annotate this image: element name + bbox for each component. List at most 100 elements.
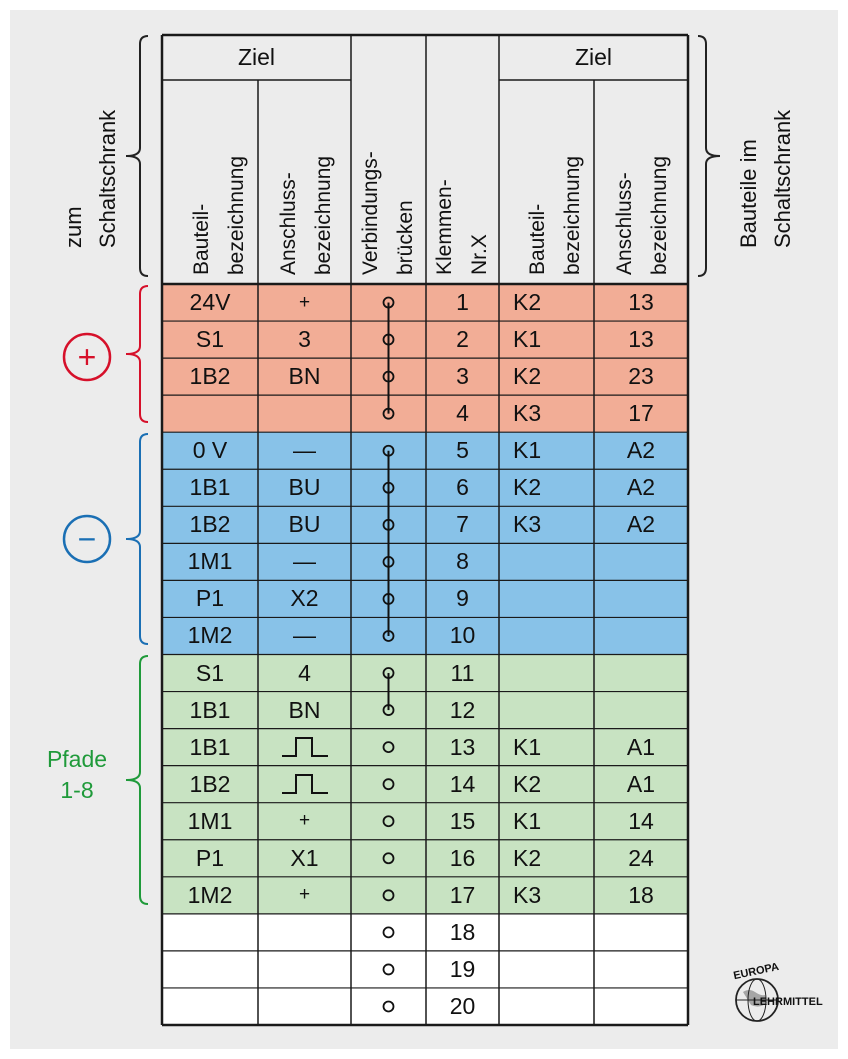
terminal-point-icon xyxy=(382,667,395,679)
part-r-cell: K1 xyxy=(513,437,542,464)
conn-cell: BU xyxy=(288,511,321,538)
table-row xyxy=(162,839,688,877)
pfade-label-line1: Pfade xyxy=(46,746,108,772)
table-row xyxy=(162,654,688,692)
brace-pfade xyxy=(125,655,149,905)
terminal-point-icon xyxy=(382,926,395,939)
terminal-cell: 9 xyxy=(456,585,469,612)
terminal-point-icon xyxy=(382,963,395,976)
terminal-cell: 4 xyxy=(456,400,469,427)
terminal-point-icon xyxy=(382,704,395,716)
terminal-table: Ziel Ziel Bauteil- bezeichnung Anschluss… xyxy=(162,35,688,1025)
pfade-label: Pfade 1-8 xyxy=(42,744,112,806)
part-cell: S1 xyxy=(195,659,225,686)
minus-symbol: − xyxy=(77,520,97,557)
table-row xyxy=(162,395,688,433)
part-cell: 1B2 xyxy=(189,511,231,538)
table-row xyxy=(162,950,688,988)
part-r-cell: K2 xyxy=(513,289,542,316)
terminal-point-icon xyxy=(382,296,395,309)
terminal-cell: 1 xyxy=(456,289,469,316)
conn-r-cell: A2 xyxy=(626,474,656,501)
terminal-cell: 7 xyxy=(456,511,469,538)
conn-r-cell: A2 xyxy=(626,511,656,538)
conn-cell: X2 xyxy=(290,585,319,612)
table-row xyxy=(162,321,688,359)
conn-r-cell: A1 xyxy=(626,733,656,760)
conn-r-cell: A2 xyxy=(626,437,656,464)
conn-cell: X1 xyxy=(290,844,319,871)
conn-r-cell: 13 xyxy=(628,326,654,353)
conn-r-cell: 24 xyxy=(628,844,654,871)
conn-cell: + xyxy=(298,884,311,906)
pulse-symbol-icon xyxy=(258,729,351,766)
part-r-cell: K2 xyxy=(513,770,542,797)
part-r-cell: K3 xyxy=(513,881,542,908)
conn-cell: — xyxy=(293,437,316,464)
table-row xyxy=(162,580,688,618)
terminal-cell: 10 xyxy=(449,622,476,649)
terminal-point-icon xyxy=(382,370,395,383)
terminal-cell: 15 xyxy=(449,807,476,834)
conn-r-cell: 14 xyxy=(628,807,654,834)
terminal-cell: 18 xyxy=(449,918,476,945)
terminal-cell: 6 xyxy=(456,474,469,501)
part-cell: 0 V xyxy=(192,437,228,464)
part-cell: 1M2 xyxy=(187,881,233,908)
part-r-cell: K2 xyxy=(513,474,542,501)
conn-r-cell: 17 xyxy=(628,400,654,427)
conn-cell: 4 xyxy=(298,659,311,686)
terminal-point-icon xyxy=(382,741,395,754)
conn-r-cell: 18 xyxy=(628,881,654,908)
terminal-cell: 2 xyxy=(456,326,469,353)
terminal-point-icon xyxy=(382,555,395,568)
conn-cell: + xyxy=(298,810,311,832)
part-cell: 24V xyxy=(189,289,231,316)
part-r-cell: K3 xyxy=(513,400,542,427)
table-row xyxy=(162,358,688,396)
part-cell: 1M1 xyxy=(187,548,233,575)
plus-circle-icon xyxy=(62,332,112,382)
terminal-cell: 20 xyxy=(449,992,476,1019)
globe-logo-icon: EUROPA LEHRMITTEL xyxy=(732,961,823,1022)
terminal-point-icon xyxy=(382,852,395,865)
terminal-point-icon xyxy=(382,518,395,531)
terminal-point-icon xyxy=(382,444,395,457)
part-r-cell: K2 xyxy=(513,844,542,871)
terminal-point-icon xyxy=(382,815,395,828)
brace-plus xyxy=(125,285,149,423)
table-row xyxy=(162,543,688,581)
table-row xyxy=(162,617,688,655)
conn-r-cell: 13 xyxy=(628,289,654,316)
part-r-cell: K2 xyxy=(513,363,542,390)
part-cell: P1 xyxy=(195,585,225,612)
conn-cell: BN xyxy=(288,363,321,390)
terminal-point-icon xyxy=(382,778,395,791)
terminal-point-icon xyxy=(382,630,395,642)
part-cell: 1M2 xyxy=(187,622,233,649)
terminal-cell: 19 xyxy=(449,955,476,982)
table-row xyxy=(162,765,688,803)
part-cell: P1 xyxy=(195,844,225,871)
terminal-cell: 16 xyxy=(449,844,476,871)
conn-cell: + xyxy=(298,291,311,313)
terminal-cell: 8 xyxy=(456,548,469,575)
table-row xyxy=(162,913,688,951)
table-row xyxy=(162,691,688,729)
table-row xyxy=(162,432,688,470)
terminal-point-icon xyxy=(382,1000,395,1013)
conn-cell: 3 xyxy=(298,326,311,353)
conn-cell: BU xyxy=(288,474,321,501)
part-cell: 1B2 xyxy=(189,363,231,390)
terminal-point-icon xyxy=(382,481,395,494)
part-cell: 1M1 xyxy=(187,807,233,834)
table-row xyxy=(162,987,688,1025)
table-row xyxy=(162,284,688,322)
part-cell: 1B1 xyxy=(189,733,231,760)
terminal-cell: 5 xyxy=(456,437,469,464)
conn-cell: — xyxy=(293,548,316,575)
minus-circle-icon xyxy=(62,514,112,564)
terminal-cell: 13 xyxy=(449,733,476,760)
